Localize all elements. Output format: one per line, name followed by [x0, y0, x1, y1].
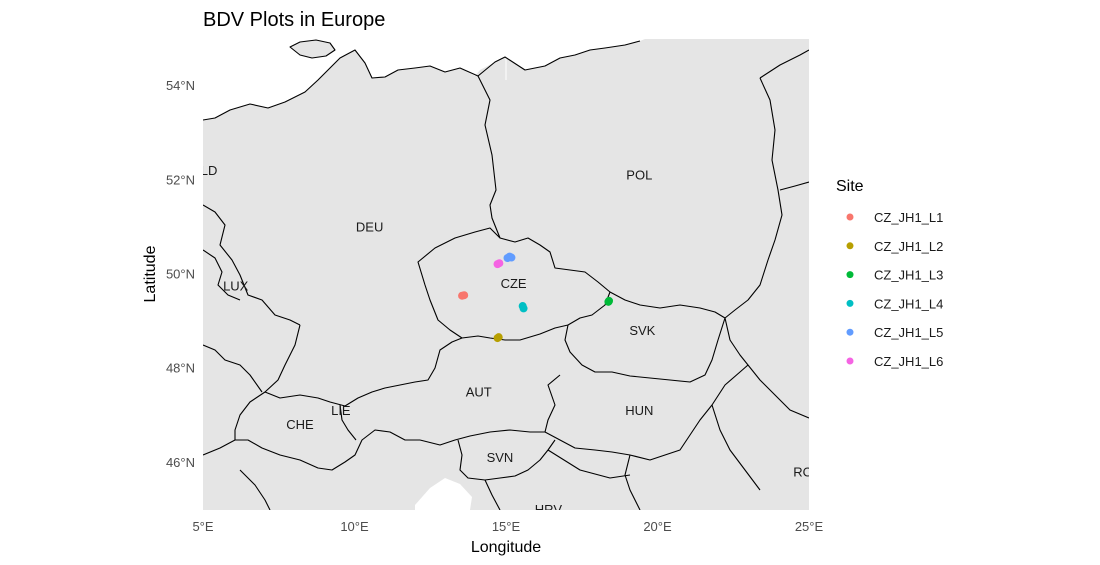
x-tick-label: 20°E	[643, 519, 672, 534]
site-point-cz-jh1-l6	[495, 259, 504, 268]
legend-label: CZ_JH1_L5	[874, 325, 943, 340]
legend-key	[846, 271, 854, 279]
legend-key	[846, 328, 854, 336]
legend-key	[846, 213, 854, 221]
country-label-svn: SVN	[487, 450, 514, 465]
y-tick-label: 48°N	[166, 361, 195, 376]
country-borders	[203, 39, 809, 510]
grid-lines	[203, 39, 507, 88]
y-tick-label: 46°N	[166, 455, 195, 470]
x-tick-label: 10°E	[340, 519, 369, 534]
x-tick-label: 25°E	[795, 519, 824, 534]
site-points	[458, 252, 614, 343]
legend-label: CZ_JH1_L3	[874, 268, 943, 283]
country-label-ld: LD	[201, 163, 218, 178]
legend-label: CZ_JH1_L4	[874, 296, 943, 311]
legend-key	[846, 357, 854, 365]
site-point-cz-jh1-l3	[605, 296, 614, 305]
country-label-pol: POL	[626, 168, 652, 183]
y-tick-label: 52°N	[166, 172, 195, 187]
country-label-lie: LIE	[331, 403, 351, 418]
chart-title: BDV Plots in Europe	[203, 9, 385, 31]
legend-items: CZ_JH1_L1 CZ_JH1_L2 CZ_JH1_L3 CZ_JH1_L4 CZ_J…	[846, 210, 943, 369]
legend-label: CZ_JH1_L1	[874, 210, 943, 225]
country-label-hrv: HRV	[535, 502, 563, 517]
y-tick-label: 54°N	[166, 78, 195, 93]
site-point-cz-jh1-l5	[507, 253, 516, 262]
legend-key	[846, 242, 854, 250]
x-tick-label: 5°E	[192, 519, 213, 534]
y-tick-label: 50°N	[166, 267, 195, 282]
country-label-hun: HUN	[625, 403, 653, 418]
country-labels: DEU POL CZE SVK AUT HUN CHE LIE LUX SVN HRV LD RO	[201, 163, 813, 517]
x-axis-label: Longitude	[471, 539, 541, 556]
country-label-cze: CZE	[501, 276, 527, 291]
legend-label: CZ_JH1_L2	[874, 239, 943, 254]
legend-label: CZ_JH1_L6	[874, 354, 943, 369]
land-area	[203, 39, 809, 510]
country-label-deu: DEU	[356, 219, 383, 234]
legend-key	[846, 299, 854, 307]
adriatic-sea	[415, 478, 472, 510]
x-axis-ticks: 5°E 10°E 15°E 20°E 25°E	[192, 519, 823, 534]
y-axis-ticks: 46°N 48°N 50°N 52°N 54°N	[166, 78, 195, 470]
site-point-cz-jh1-l2	[494, 333, 503, 342]
site-point-cz-jh1-l1	[460, 291, 469, 300]
y-axis-label: Latitude	[142, 245, 159, 302]
map-panel: DEU POL CZE SVK AUT HUN CHE LIE LUX SVN HRV LD RO	[201, 39, 813, 517]
baltic-sea	[203, 39, 645, 120]
country-label-che: CHE	[286, 417, 314, 432]
country-label-ro: RO	[793, 464, 813, 479]
site-point-cz-jh1-l4	[519, 304, 528, 313]
x-tick-label: 15°E	[492, 519, 521, 534]
country-label-lux: LUX	[223, 278, 249, 293]
legend-title: Site	[836, 178, 864, 195]
country-label-aut: AUT	[466, 384, 492, 399]
legend: Site CZ_JH1_L1CZ_JH1_L2CZ_JH1_L3CZ_JH1_L…	[836, 178, 943, 369]
north-sea-island	[290, 40, 335, 58]
country-label-svk: SVK	[629, 323, 655, 338]
